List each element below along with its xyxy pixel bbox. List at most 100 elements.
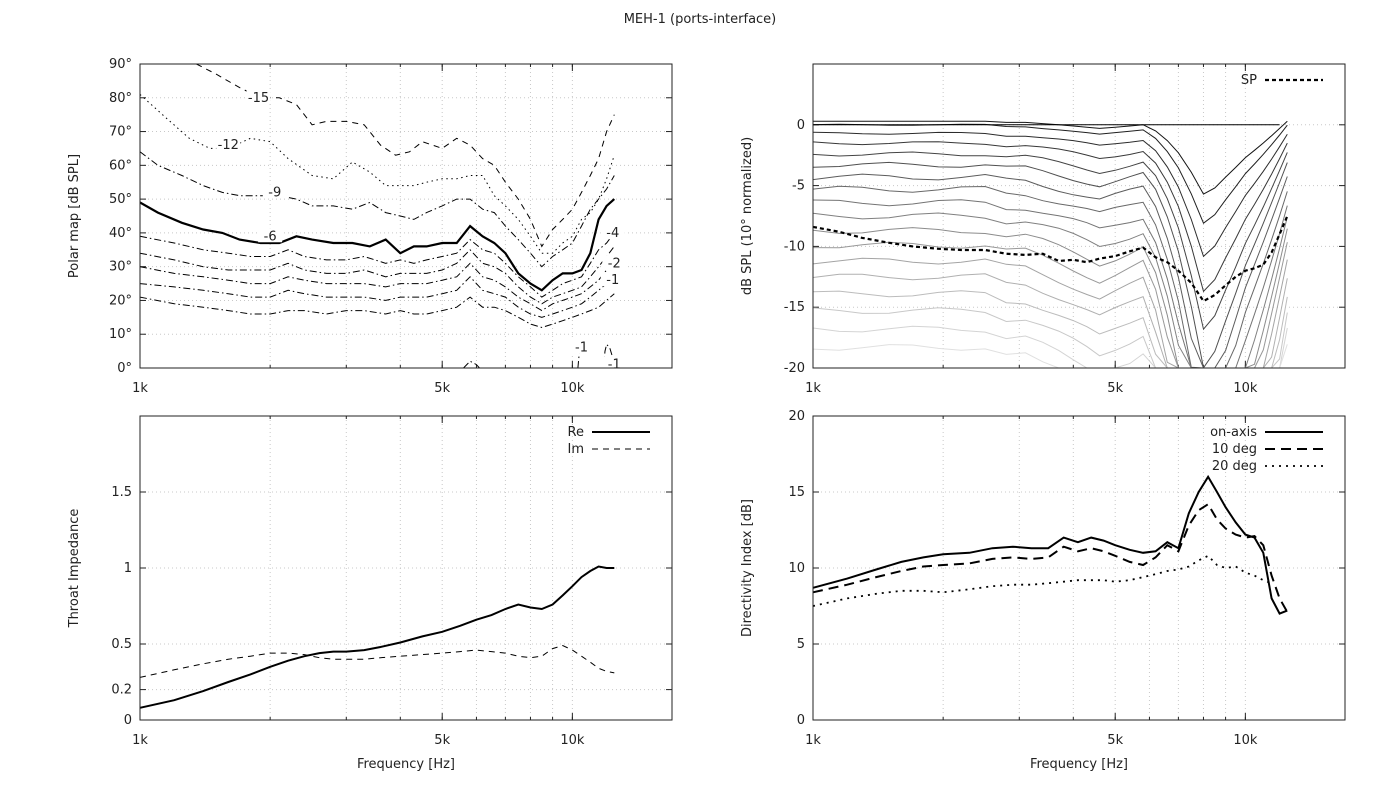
plot-frame — [812, 63, 1346, 369]
angle-curve — [813, 151, 1288, 331]
contour-label-bg — [600, 224, 625, 239]
angle-curve — [813, 123, 1288, 224]
y-tick-label: -10 — [784, 239, 805, 254]
x-tick-label: 10k — [1233, 381, 1258, 396]
legend-label: on-axis — [1210, 425, 1257, 440]
di-curve — [812, 474, 1288, 615]
contour-label-bg — [246, 89, 271, 104]
x-tick-label: 1k — [132, 733, 148, 748]
angle-curve — [813, 290, 1288, 368]
plot-frame — [812, 415, 1346, 721]
contour-label: -4 — [606, 226, 619, 241]
y-tick-label: 10 — [788, 561, 805, 576]
angle-curve — [813, 307, 1288, 368]
x-tick-label: 5k — [434, 733, 450, 748]
contour-label: -1 — [575, 341, 588, 356]
contour-line — [140, 151, 615, 268]
angle-curve — [813, 141, 1288, 293]
y-tick-label: 60° — [109, 158, 132, 173]
y-tick-label: 90° — [109, 57, 132, 72]
contour-line — [140, 293, 615, 329]
angle-curve — [813, 241, 1288, 368]
legend-label: SP — [1241, 73, 1257, 88]
contour-line — [140, 259, 615, 312]
contour-label: -2 — [608, 256, 621, 271]
contour-label: -9 — [268, 185, 281, 200]
contour-label-bg — [569, 339, 594, 354]
x-tick-label: 10k — [560, 733, 585, 748]
legend-label: 10 deg — [1212, 442, 1257, 457]
y-tick-label: 50° — [109, 192, 132, 207]
contour-line — [140, 273, 615, 318]
contour-label-bg — [262, 184, 287, 199]
angle-curve — [813, 325, 1288, 368]
legend-label: 20 deg — [1212, 459, 1257, 474]
x-tick-label: 1k — [805, 733, 821, 748]
y-tick-label: 0 — [124, 713, 132, 728]
contour-line — [196, 64, 615, 248]
contour-label: -12 — [218, 138, 239, 153]
y-tick-label: 0.2 — [111, 683, 132, 698]
x-axis-label: Frequency [Hz] — [1030, 757, 1128, 772]
y-axis-label: Throat Impedance — [67, 509, 82, 629]
x-tick-label: 5k — [1107, 381, 1123, 396]
angle-curve — [813, 161, 1288, 368]
angle-curve — [813, 257, 1288, 368]
plot-frame — [139, 63, 673, 369]
impedance-curve-im — [139, 644, 615, 678]
contour-label: -1 — [606, 273, 619, 288]
x-tick-label: 1k — [805, 381, 821, 396]
y-tick-label: 20° — [109, 293, 132, 308]
contour-label-bg — [602, 255, 627, 270]
x-tick-label: 5k — [1107, 733, 1123, 748]
y-tick-label: 1.5 — [111, 485, 132, 500]
contour-line — [140, 198, 616, 292]
y-tick-label: 0.5 — [111, 637, 132, 652]
y-tick-label: 0 — [797, 118, 805, 133]
angle-curve-group — [813, 120, 1289, 368]
y-tick-label: -5 — [792, 179, 805, 194]
contour-line — [463, 360, 480, 368]
angle-curve — [813, 212, 1288, 368]
di-curve — [812, 502, 1289, 613]
x-axis-label: Frequency [Hz] — [357, 757, 455, 772]
y-axis-label: Polar map [dB SPL] — [67, 154, 82, 278]
impedance-curve-re — [139, 565, 615, 709]
y-tick-label: 30° — [109, 260, 132, 275]
y-axis-label: dB SPL (10° normalized) — [740, 137, 755, 295]
di-curve — [812, 554, 1272, 607]
legend-label: Im — [568, 442, 585, 457]
x-tick-label: 10k — [1233, 733, 1258, 748]
y-tick-label: 70° — [109, 125, 132, 140]
figure-title: MEH-1 (ports-interface) — [624, 12, 777, 27]
angle-curve — [813, 344, 1288, 368]
throat-impedance-panel: 0 0.2 0.5 1 1.5 1k 5k 10k Frequency [Hz] Throat I… — [67, 415, 673, 772]
contour-label: -6 — [264, 229, 277, 244]
y-tick-label: 0° — [117, 361, 132, 376]
contour-line — [140, 232, 615, 298]
y-tick-label: 40° — [109, 226, 132, 241]
contour-label-bg — [602, 356, 627, 371]
angle-curve — [813, 185, 1288, 368]
angle-curve — [813, 273, 1288, 368]
legend-label: Re — [568, 425, 584, 440]
angle-curve — [813, 173, 1288, 368]
contour-label-bg — [258, 228, 283, 243]
angle-curve — [813, 131, 1288, 258]
contour-label: -1 — [608, 358, 621, 373]
y-tick-label: 80° — [109, 91, 132, 106]
y-tick-label: 1 — [124, 561, 132, 576]
contour-line — [140, 94, 615, 254]
y-axis-label: Directivity Index [dB] — [740, 499, 755, 637]
plot-frame — [139, 415, 673, 721]
directivity-index-panel: 0 5 10 15 20 1k 5k 10k Frequency [Hz] Directivity… — [740, 409, 1346, 772]
x-tick-label: 5k — [434, 381, 450, 396]
angle-curve — [813, 199, 1288, 368]
contour-label-bg — [216, 137, 241, 152]
angle-curve — [813, 120, 1288, 195]
y-tick-label: 0 — [797, 713, 805, 728]
contour-line — [140, 246, 615, 305]
x-tick-label: 1k — [132, 381, 148, 396]
